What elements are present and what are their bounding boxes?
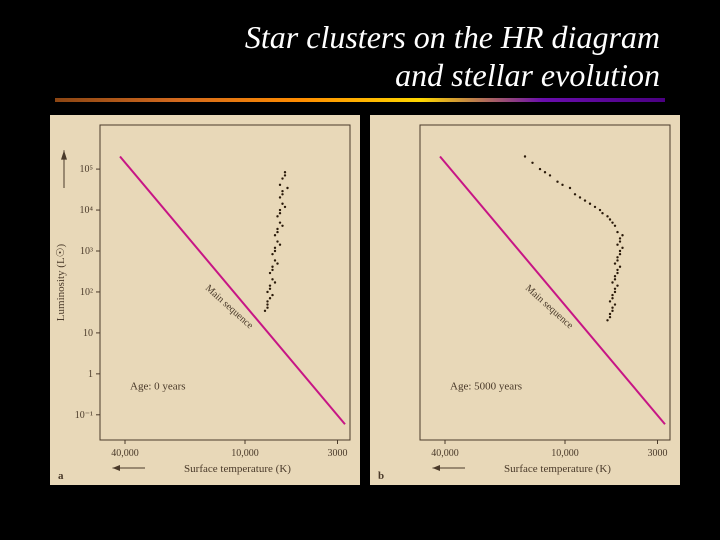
- svg-text:1: 1: [88, 369, 93, 380]
- hr-panel-a: 10⁻¹ 1 10 10² 10³ 10⁴ 10⁵ 40,000 10,000 3000 Surfa…: [50, 115, 360, 485]
- svg-text:a: a: [58, 470, 64, 482]
- svg-text:40,000: 40,000: [431, 448, 459, 459]
- title-underline: [55, 98, 665, 102]
- svg-text:40,000: 40,000: [111, 448, 139, 459]
- svg-text:Age: 5000 years: Age: 5000 years: [450, 381, 522, 393]
- svg-text:10,000: 10,000: [231, 448, 259, 459]
- svg-text:10: 10: [83, 328, 93, 339]
- hr-panels: 10⁻¹ 1 10 10² 10³ 10⁴ 10⁵ 40,000 10,000 3000 Surfa…: [50, 115, 680, 485]
- title-line-1: Star clusters on the HR diagram: [245, 19, 660, 55]
- svg-text:Luminosity (L☉): Luminosity (L☉): [55, 243, 67, 321]
- svg-text:10³: 10³: [80, 246, 93, 257]
- slide-title: Star clusters on the HR diagram and stel…: [60, 18, 660, 95]
- svg-text:3000: 3000: [328, 448, 348, 459]
- svg-text:10,000: 10,000: [551, 448, 579, 459]
- svg-text:10⁵: 10⁵: [80, 164, 94, 175]
- svg-text:b: b: [378, 470, 384, 482]
- svg-text:10²: 10²: [80, 287, 93, 298]
- title-line-2: and stellar evolution: [395, 57, 660, 93]
- svg-text:Surface temperature (K): Surface temperature (K): [184, 463, 291, 475]
- svg-text:3000: 3000: [648, 448, 668, 459]
- svg-text:10⁴: 10⁴: [80, 205, 94, 216]
- svg-text:Surface temperature (K): Surface temperature (K): [504, 463, 611, 475]
- hr-panel-b: 40,00010,0003000Surface temperature (K)M…: [370, 115, 680, 485]
- svg-text:Age: 0 years: Age: 0 years: [130, 381, 186, 393]
- svg-text:10⁻¹: 10⁻¹: [75, 410, 93, 421]
